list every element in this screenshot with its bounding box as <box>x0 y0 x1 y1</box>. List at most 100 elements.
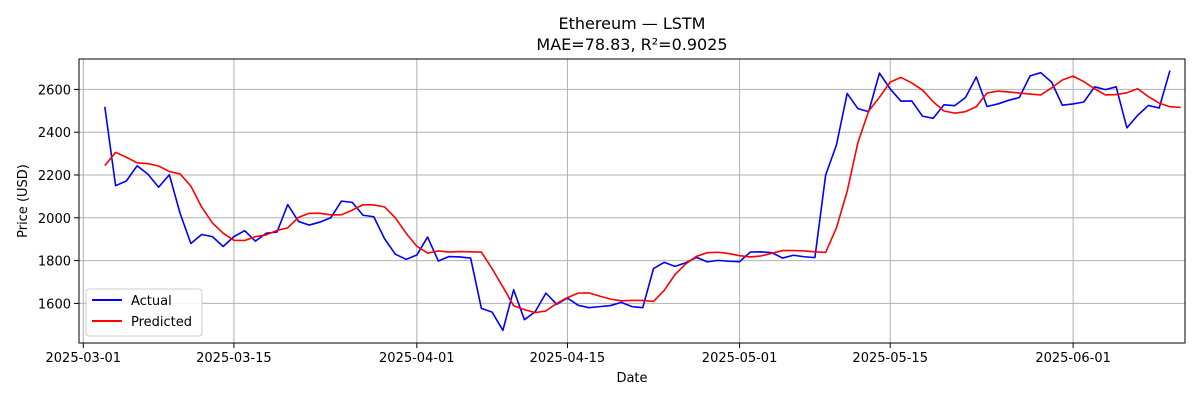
data-point-actual <box>212 236 214 238</box>
y-tick-label: 1800 <box>38 255 71 270</box>
data-point-predicted <box>1115 94 1117 96</box>
data-point-predicted <box>631 300 633 302</box>
data-point-predicted <box>760 255 762 257</box>
data-point-actual <box>104 106 106 108</box>
data-point-predicted <box>147 163 149 165</box>
data-point-actual <box>954 105 956 107</box>
data-point-actual <box>674 265 676 267</box>
x-tick-label: 2025-03-15 <box>196 351 272 366</box>
data-point-actual <box>1115 86 1117 88</box>
data-point-actual <box>308 224 310 226</box>
data-point-actual <box>825 174 827 176</box>
data-point-actual <box>448 256 450 258</box>
data-point-predicted <box>265 234 267 236</box>
data-point-actual <box>513 289 515 291</box>
data-point-predicted <box>513 305 515 307</box>
data-point-actual <box>115 185 117 187</box>
data-point-predicted <box>179 173 181 175</box>
y-tick-label: 1600 <box>38 297 71 312</box>
data-point-actual <box>1137 114 1139 116</box>
data-point-predicted <box>373 204 375 206</box>
data-point-actual <box>1169 70 1171 72</box>
x-tick-label: 2025-05-15 <box>852 351 928 366</box>
data-point-predicted <box>868 110 870 112</box>
data-point-actual <box>663 261 665 263</box>
x-tick-label: 2025-05-01 <box>702 351 778 366</box>
data-point-predicted <box>168 171 170 173</box>
data-point-predicted <box>459 251 461 253</box>
data-point-predicted <box>1072 75 1074 77</box>
data-point-actual <box>792 254 794 256</box>
data-point-predicted <box>1094 88 1096 90</box>
data-point-actual <box>1072 103 1074 105</box>
data-point-predicted <box>610 298 612 300</box>
data-point-predicted <box>1040 94 1042 96</box>
data-point-actual <box>922 115 924 117</box>
data-point-predicted <box>739 255 741 257</box>
data-point-actual <box>147 173 149 175</box>
data-point-actual <box>1018 97 1020 99</box>
data-point-predicted <box>341 214 343 216</box>
legend: Actual Predicted <box>85 288 203 337</box>
data-point-predicted <box>330 214 332 216</box>
series-line-actual <box>104 70 1171 332</box>
data-point-actual <box>330 217 332 219</box>
data-point-predicted <box>696 255 698 257</box>
data-point-predicted <box>491 268 493 270</box>
data-point-actual <box>943 104 945 106</box>
data-point-predicted <box>803 250 805 252</box>
data-point-actual <box>416 254 418 256</box>
data-point-predicted <box>255 236 257 238</box>
data-point-actual <box>394 253 396 255</box>
data-point-predicted <box>642 300 644 302</box>
data-point-predicted <box>653 301 655 303</box>
series-lines <box>104 70 1181 332</box>
data-point-actual <box>1061 104 1063 106</box>
data-point-predicted <box>836 227 838 229</box>
data-point-predicted <box>158 165 160 167</box>
data-point-actual <box>599 306 601 308</box>
data-point-actual <box>749 251 751 253</box>
data-point-predicted <box>717 251 719 253</box>
data-point-predicted <box>599 295 601 297</box>
data-point-predicted <box>298 216 300 218</box>
legend-label-actual: Actual <box>131 294 172 309</box>
data-point-actual <box>653 268 655 270</box>
data-point-actual <box>836 144 838 146</box>
data-point-predicted <box>1008 91 1010 93</box>
y-axis: 1600 1800 2000 2200 2400 2600 <box>38 83 79 312</box>
data-point-predicted <box>749 256 751 258</box>
data-point-predicted <box>1126 92 1128 94</box>
data-point-predicted <box>201 206 203 208</box>
data-point-predicted <box>534 312 536 314</box>
data-point-predicted <box>136 162 138 164</box>
y-tick-label: 2000 <box>38 212 71 227</box>
data-point-actual <box>136 165 138 167</box>
data-point-actual <box>545 292 547 294</box>
data-point-predicted <box>857 142 859 144</box>
data-point-predicted <box>1158 102 1160 104</box>
data-point-predicted <box>1051 87 1053 89</box>
data-point-actual <box>900 100 902 102</box>
data-point-actual <box>782 257 784 259</box>
data-point-predicted <box>437 250 439 252</box>
data-point-actual <box>986 106 988 108</box>
data-point-predicted <box>975 106 977 108</box>
data-point-actual <box>287 204 289 206</box>
data-point-predicted <box>954 112 956 114</box>
data-point-actual <box>1083 101 1085 103</box>
data-point-predicted <box>588 292 590 294</box>
data-point-predicted <box>545 310 547 312</box>
data-point-predicted <box>1137 88 1139 90</box>
data-point-actual <box>168 174 170 176</box>
data-point-predicted <box>1104 94 1106 96</box>
data-point-actual <box>911 100 913 102</box>
data-point-actual <box>1008 99 1010 101</box>
data-point-actual <box>706 261 708 263</box>
chart-subtitle: MAE=78.83, R²=0.9025 <box>536 35 727 54</box>
data-point-actual <box>201 234 203 236</box>
data-point-actual <box>190 243 192 245</box>
data-point-actual <box>298 221 300 223</box>
data-point-actual <box>1029 75 1031 77</box>
